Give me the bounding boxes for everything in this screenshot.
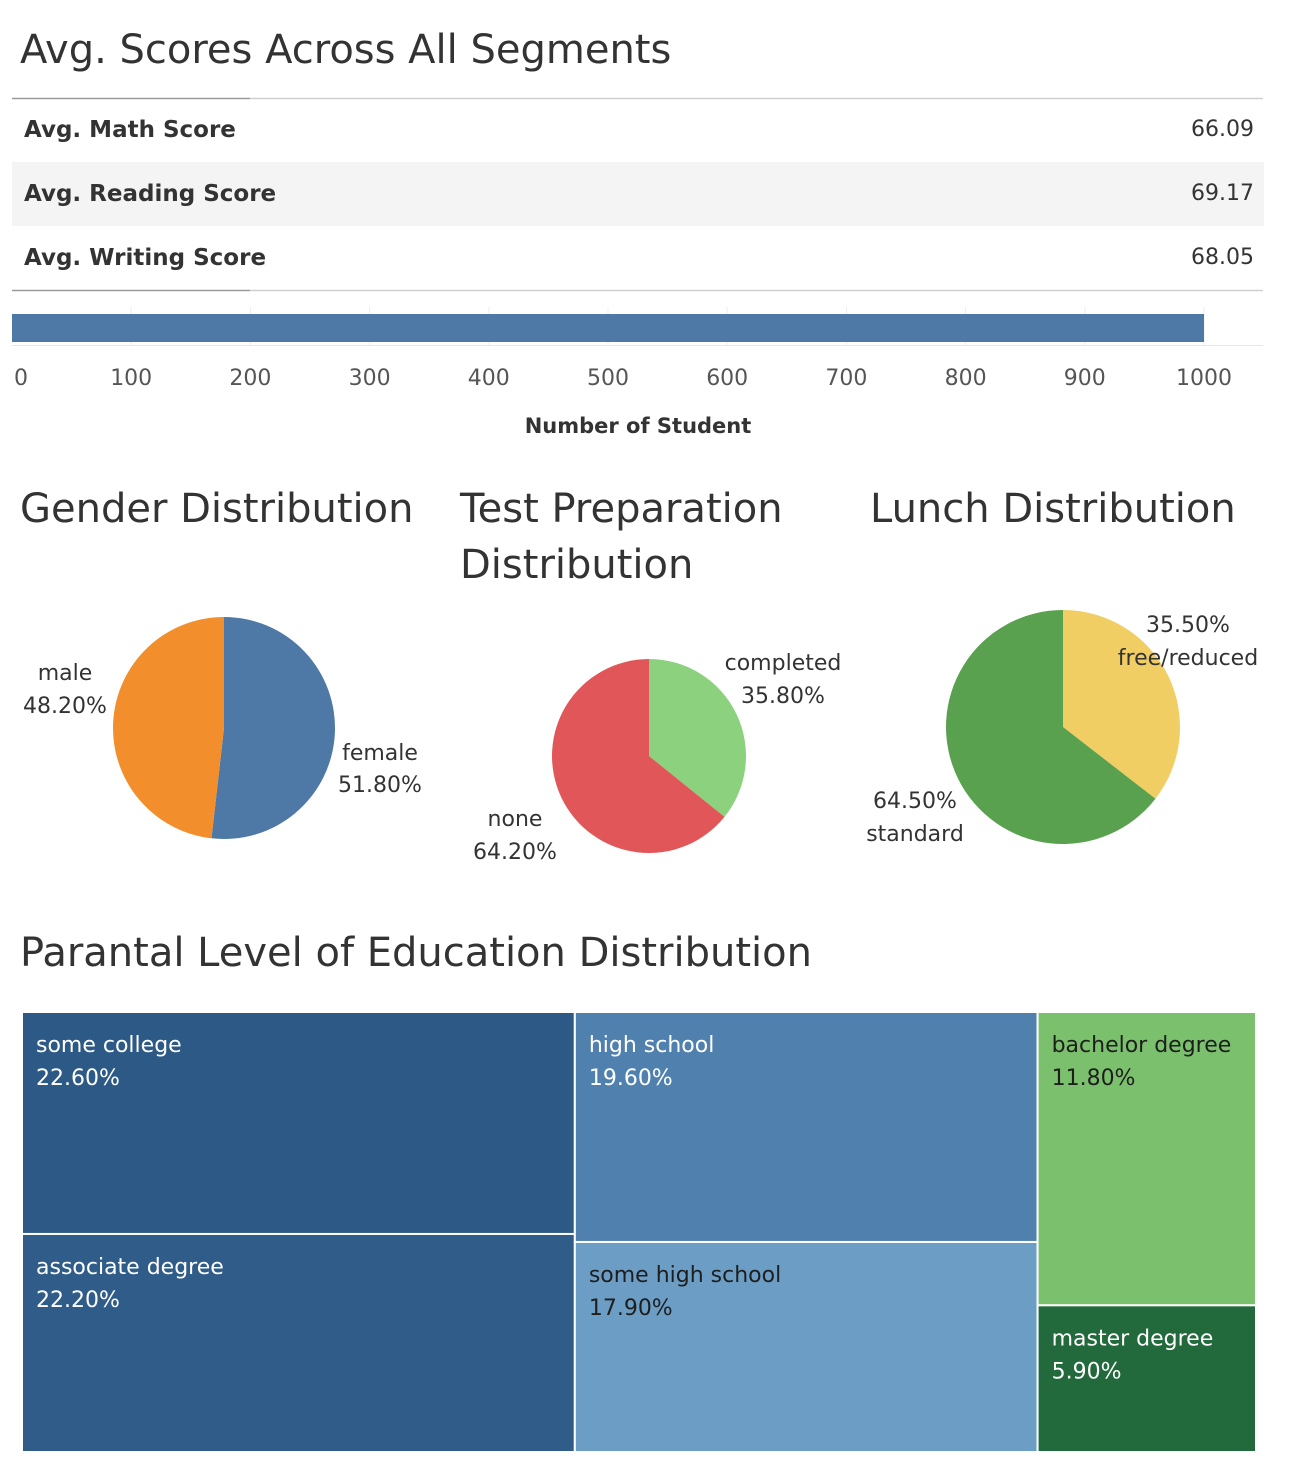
treemap-pct-bachelor-degree: 11.80%	[1052, 1066, 1136, 1091]
bar-number-of-student	[12, 314, 1204, 342]
pie-label-standard: standard	[866, 822, 964, 847]
pie-slice-free-reduced	[1063, 610, 1181, 799]
bar-tick-label: 900	[1064, 366, 1106, 391]
pie-pct-female: 51.80%	[338, 773, 422, 798]
pie-label-female: female	[342, 741, 418, 766]
bar-tick-label: 200	[229, 366, 271, 391]
pie-slice-completed	[649, 659, 746, 817]
lunch-labels: 35.50% free/reduced 64.50% standard	[866, 613, 1258, 847]
bar-tick-label: 0	[14, 366, 28, 391]
avg-scores-table: Avg. Math Score 66.09 Avg. Reading Score…	[12, 98, 1264, 292]
avg-scores-title: Avg. Scores Across All Segments	[20, 27, 672, 73]
bar-tick-label: 500	[587, 366, 629, 391]
lunch-pie	[946, 610, 1181, 844]
treemap-label-master-degree: master degree	[1052, 1326, 1214, 1351]
test-prep-title-line1: Test Preparation	[460, 486, 783, 532]
pie-pct-completed: 35.80%	[741, 684, 825, 709]
table-row-writing: Avg. Writing Score 68.05	[12, 226, 1264, 290]
parental-title: Parantal Level of Education Distribution	[20, 930, 812, 976]
table-row-reading: Avg. Reading Score 69.17	[12, 162, 1264, 226]
treemap-label-some-college: some college	[36, 1033, 182, 1058]
bar-tick-label: 700	[825, 366, 867, 391]
row-label: Avg. Reading Score	[24, 181, 277, 207]
bar-tick-label: 800	[945, 366, 987, 391]
pie-label-none: none	[488, 807, 543, 832]
treemap-pct-associate-degree: 22.20%	[36, 1288, 120, 1313]
bar-tick-label: 600	[706, 366, 748, 391]
treemap-label-bachelor-degree: bachelor degree	[1052, 1033, 1232, 1058]
bar-tick-label: 100	[110, 366, 152, 391]
pie-pct-male: 48.20%	[23, 694, 107, 719]
pie-pct-free-reduced: 35.50%	[1146, 613, 1230, 638]
pie-pct-standard: 64.50%	[873, 789, 957, 814]
gender-labels: male 48.20% female 51.80%	[23, 661, 422, 798]
row-value: 68.05	[1191, 245, 1254, 270]
pie-pct-none: 64.20%	[473, 840, 557, 865]
treemap-pct-some-college: 22.60%	[36, 1066, 120, 1091]
treemap-pct-some-high-school: 17.90%	[589, 1296, 673, 1321]
bar-tick-labels: 0 100 200 300 400 500 600 700 800 900 1000	[14, 366, 1232, 391]
pie-slice-standard	[946, 610, 1156, 844]
pie-slice-male	[112, 617, 224, 839]
row-label: Avg. Writing Score	[24, 245, 267, 271]
treemap-label-some-high-school: some high school	[589, 1263, 781, 1288]
bar-tick-label: 300	[349, 366, 391, 391]
test-prep-title-line2: Distribution	[460, 542, 694, 588]
treemap-pct-high-school: 19.60%	[589, 1066, 673, 1091]
treemap-label-high-school: high school	[589, 1033, 715, 1058]
parental-education-treemap: some college 22.60% associate degree 22.20%…	[21, 1011, 1258, 1454]
lunch-title: Lunch Distribution	[870, 486, 1236, 532]
gender-title: Gender Distribution	[20, 486, 414, 532]
test-prep-labels: completed 35.80% none 64.20%	[473, 651, 841, 865]
treemap-pct-master-degree: 5.90%	[1052, 1359, 1122, 1384]
row-label: Avg. Math Score	[24, 117, 236, 143]
bar-tick-label: 1000	[1176, 366, 1232, 391]
row-value: 69.17	[1191, 181, 1254, 206]
gender-pie	[112, 617, 335, 839]
treemap-cell-bachelor-degree	[1036, 1011, 1258, 1307]
pie-label-male: male	[38, 661, 93, 686]
bar-axis-title: Number of Student	[525, 414, 752, 438]
table-row-math: Avg. Math Score 66.09	[12, 98, 1264, 162]
row-value: 66.09	[1191, 117, 1254, 142]
test-prep-pie	[551, 659, 746, 853]
pie-label-completed: completed	[725, 651, 842, 676]
pie-slice-female	[211, 617, 335, 839]
treemap-cell-high-school	[573, 1011, 1039, 1243]
treemap-cell-some-college	[21, 1011, 576, 1235]
treemap-label-associate-degree: associate degree	[36, 1255, 224, 1280]
pie-slice-none	[551, 659, 725, 853]
treemap-cell-master-degree	[1036, 1304, 1258, 1454]
pie-label-free-reduced: free/reduced	[1118, 646, 1258, 671]
bar-tick-label: 400	[468, 366, 510, 391]
